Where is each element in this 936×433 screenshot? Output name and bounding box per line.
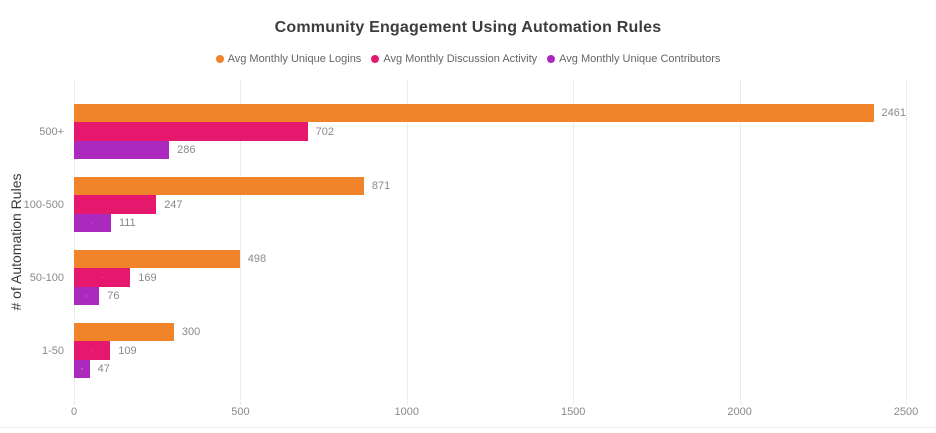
bar-value-label: 109 [118,344,137,357]
legend-dot-icon [215,55,224,63]
bar-row: 111 [74,213,906,233]
bar-row: 286 [74,140,906,160]
bar-value-label: 871 [371,180,391,192]
bar [74,249,240,269]
bar-value-label: 169 [138,271,157,284]
legend-label: Avg Monthly Discussion Activity [383,53,538,65]
category-label: 500+ [39,125,64,138]
bar-value-label: 47 [97,363,110,375]
bar-row: 871 [74,176,906,196]
bar [74,286,100,306]
bar-value-label: 247 [164,198,183,211]
plot-area: 2461 702 286 871 247 111 498 169 76 300 109 47 [74,81,907,404]
legend-item: Avg Monthly Unique Logins [215,53,362,65]
bar-row: 2461 [74,103,906,123]
gridline [240,81,242,404]
category-label: 1-50 [41,344,64,357]
bar-value-label: 702 [315,125,334,138]
chart-title: Community Engagement Using Automation Ru… [274,19,662,36]
bar-value-label: 2461 [881,107,906,119]
bar [74,103,874,123]
gridline [739,81,741,404]
bar-row: 300 [74,322,906,342]
legend-label: Avg Monthly Unique Contributors [559,53,721,65]
gridline [573,81,575,404]
x-tick-label: 2000 [727,406,752,418]
bar-row: 47 [74,359,906,379]
bar [74,341,111,360]
bar-value-label: 76 [107,290,120,302]
bar-value-label: 300 [181,326,201,338]
x-tick-label: 1500 [560,406,586,418]
legend-dot-icon [371,55,380,63]
bar [74,213,111,233]
x-tick-label: 1000 [394,406,420,418]
x-axis: 0 500 1000 1500 2000 2500 [70,406,918,420]
bar-row: 498 [74,249,906,269]
legend-item: Avg Monthly Discussion Activity [371,53,537,65]
legend-label: Avg Monthly Unique Logins [227,53,362,65]
bar-value-label: 111 [118,217,136,229]
bar-row: 247 [74,195,906,214]
legend-dot-icon [547,55,556,63]
bar-row: 169 [74,268,906,287]
bar [74,140,170,160]
bar-value-label: 498 [247,253,267,265]
bar [74,268,131,287]
category-label: 50-100 [29,271,64,284]
bar [74,322,174,342]
bar-row: 76 [74,286,906,306]
bar-row: 702 [74,122,906,141]
bar-value-label: 286 [177,144,196,156]
legend-item: Avg Monthly Unique Contributors [547,53,720,65]
bar [74,195,157,214]
gridline [406,81,408,404]
bar [74,122,308,141]
gridline [906,81,907,404]
legend: Avg Monthly Unique Logins Avg Monthly Dis… [0,51,936,67]
category-label: 100-500 [23,198,64,211]
x-tick-label: 2500 [893,406,919,418]
x-tick-label: 0 [70,406,78,418]
x-tick-label: 500 [231,406,250,418]
gridline [74,81,75,404]
bar [74,359,90,379]
page-divider-line [0,427,936,428]
bar [74,176,364,196]
bar-row: 109 [74,341,906,360]
